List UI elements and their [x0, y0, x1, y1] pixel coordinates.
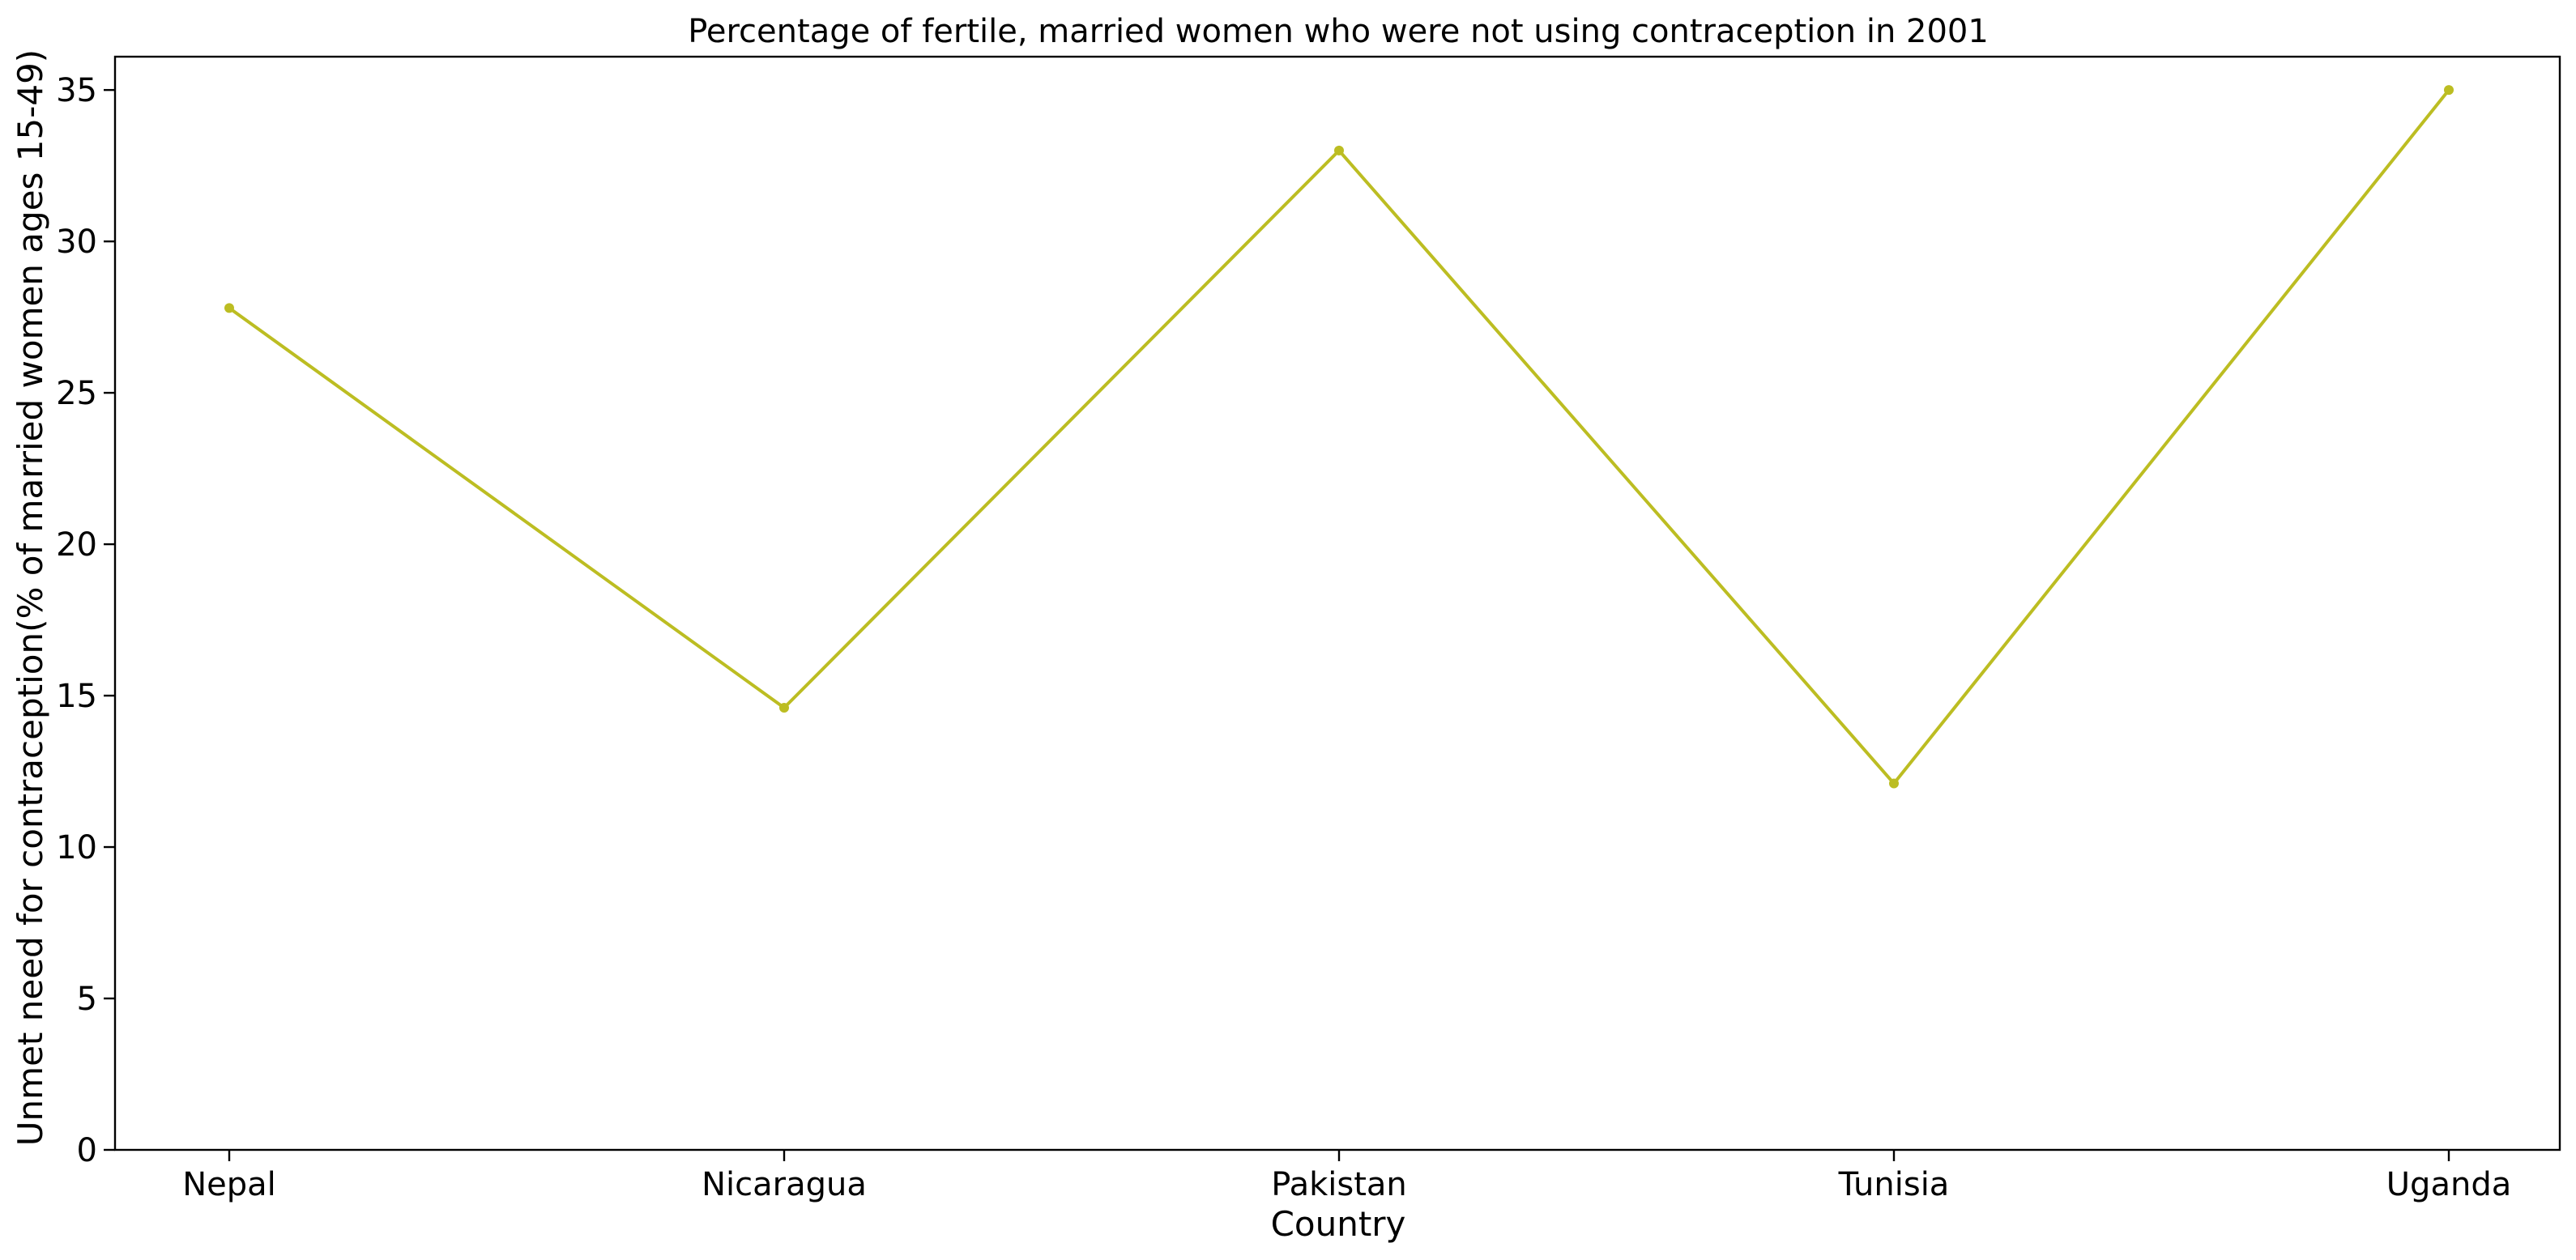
y-axis-label: Unmet need for contraception(% of marrie… [11, 49, 50, 1146]
y-tick-label: 10 [56, 829, 97, 866]
y-tick-label: 15 [56, 678, 97, 715]
y-tick-label: 5 [77, 981, 97, 1018]
y-axis: 0 5 10 15 20 25 30 35 [56, 72, 115, 1169]
y-tick-label: 35 [56, 72, 97, 109]
y-tick-label: 20 [56, 526, 97, 564]
y-tick-label: 25 [56, 375, 97, 412]
series-group [224, 85, 2454, 789]
x-tick-label: Uganda [2386, 1166, 2511, 1203]
x-axis: Nepal Nicaragua Pakistan Tunisia Uganda [182, 1150, 2511, 1203]
x-tick-label: Nepal [182, 1166, 276, 1203]
data-point [779, 703, 789, 713]
x-tick-label: Tunisia [1838, 1166, 1950, 1203]
data-point [1889, 778, 1899, 789]
y-tick-label: 30 [56, 223, 97, 261]
x-tick-label: Pakistan [1271, 1166, 1407, 1203]
data-point [224, 303, 234, 313]
x-axis-label: Country [1271, 1204, 1406, 1244]
series-line [228, 88, 2450, 785]
chart-title: Percentage of fertile, married women who… [688, 13, 1989, 50]
data-point [2444, 85, 2454, 96]
plot-frame [113, 55, 2561, 1151]
x-tick-label: Nicaragua [702, 1166, 867, 1203]
data-point [1334, 145, 1344, 155]
y-tick-label: 0 [77, 1132, 97, 1169]
